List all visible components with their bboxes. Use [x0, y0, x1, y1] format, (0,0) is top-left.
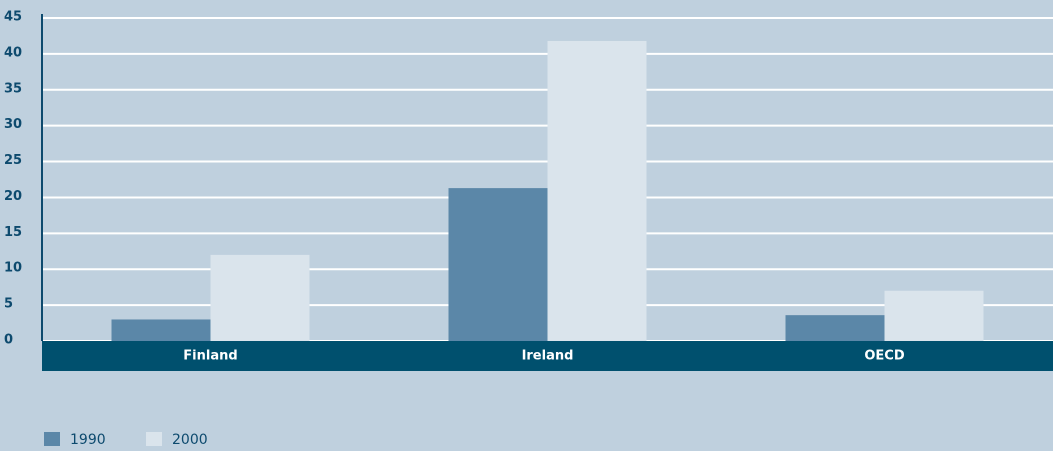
x-tick-label: Ireland — [522, 349, 574, 364]
y-tick-label: 20 — [4, 189, 22, 204]
y-tick-label: 0 — [4, 333, 13, 348]
x-tick-label: OECD — [864, 349, 904, 364]
y-tick-label: 40 — [4, 45, 22, 60]
y-tick-label: 5 — [4, 297, 13, 312]
bar — [547, 40, 647, 342]
legend-swatch — [44, 432, 60, 446]
legend-label: 1990 — [70, 432, 106, 448]
legend-swatch — [146, 432, 162, 446]
bar — [210, 254, 310, 341]
y-tick-label: 25 — [4, 153, 22, 168]
category-band — [42, 341, 1053, 371]
y-tick-label: 35 — [4, 81, 22, 96]
bar — [448, 188, 548, 341]
x-tick-label: Finland — [183, 349, 237, 364]
y-tick-label: 10 — [4, 261, 22, 276]
y-tick-label: 30 — [4, 117, 22, 132]
bar — [785, 315, 885, 341]
y-tick-label: 15 — [4, 225, 22, 240]
legend-label: 2000 — [172, 432, 208, 448]
bar — [111, 319, 211, 341]
y-tick-label: 45 — [4, 10, 22, 25]
bar — [884, 290, 984, 341]
